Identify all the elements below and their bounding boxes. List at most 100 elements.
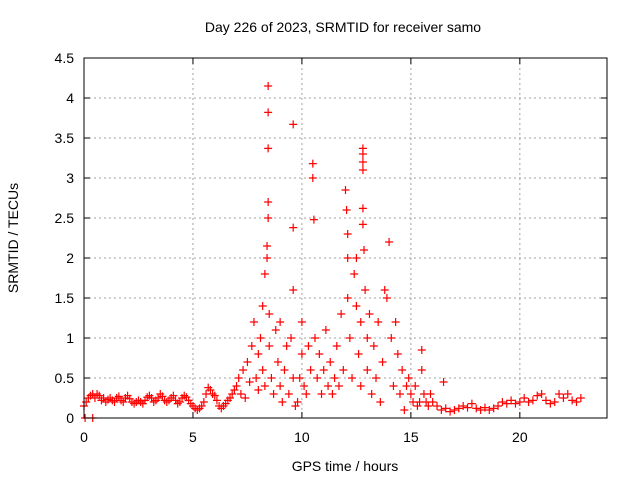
- data-point: [280, 366, 289, 374]
- data-point: [306, 366, 315, 374]
- data-point: [376, 398, 385, 406]
- data-point: [352, 302, 361, 310]
- data-point: [378, 358, 387, 366]
- data-point: [576, 394, 585, 402]
- data-point: [433, 402, 442, 410]
- data-point: [264, 108, 273, 117]
- data-point: [507, 396, 516, 405]
- data-point: [265, 342, 274, 350]
- data-point: [278, 398, 287, 406]
- data-point: [95, 391, 104, 400]
- data-point: [555, 390, 564, 398]
- data-point: [289, 223, 298, 232]
- y-tick-label: 0: [66, 410, 74, 426]
- data-point: [212, 396, 221, 405]
- data-point: [450, 406, 459, 414]
- data-point: [400, 406, 409, 414]
- data-point: [365, 310, 374, 318]
- data-point: [264, 214, 273, 222]
- data-point: [136, 398, 145, 406]
- y-tick-label: 0.5: [55, 370, 75, 386]
- data-point: [572, 398, 581, 406]
- data-point: [317, 390, 326, 398]
- data-point: [398, 366, 407, 374]
- data-point: [541, 396, 550, 405]
- y-tick-label: 3: [66, 170, 74, 186]
- data-point: [258, 302, 267, 310]
- data-point: [260, 270, 269, 278]
- data-point: [537, 390, 546, 398]
- data-point: [82, 398, 91, 406]
- data-point: [241, 394, 250, 402]
- data-point: [363, 334, 372, 342]
- x-tick-label: 20: [512, 429, 528, 445]
- data-point: [269, 390, 278, 398]
- data-point: [330, 374, 339, 382]
- data-point: [175, 398, 184, 406]
- data-point: [439, 378, 448, 386]
- data-point: [263, 254, 272, 262]
- data-point: [358, 158, 367, 166]
- data-point: [239, 366, 248, 374]
- data-point: [256, 334, 265, 342]
- data-point: [446, 407, 455, 416]
- y-tick-label: 4.5: [55, 50, 75, 66]
- y-tick-label: 1: [66, 330, 74, 346]
- data-point: [343, 254, 352, 262]
- grid: [84, 58, 607, 418]
- data-point: [260, 382, 269, 390]
- data-point: [293, 398, 302, 406]
- data-point: [234, 374, 243, 382]
- data-point: [356, 382, 365, 390]
- data-point: [404, 374, 413, 382]
- data-point: [328, 390, 337, 398]
- data-point: [210, 391, 219, 400]
- data-point: [332, 342, 341, 350]
- data-point: [411, 382, 420, 390]
- data-point: [254, 350, 263, 358]
- data-point: [302, 390, 311, 398]
- data-point: [114, 392, 123, 401]
- data-point: [300, 382, 309, 390]
- data-point: [258, 366, 267, 374]
- data-point: [228, 390, 237, 398]
- data-point: [426, 390, 435, 398]
- data-point: [342, 206, 351, 214]
- data-point: [358, 220, 367, 229]
- data-point: [309, 215, 318, 224]
- data-point: [502, 399, 511, 408]
- data-point: [385, 238, 394, 246]
- data-point: [162, 398, 171, 406]
- data-point: [249, 318, 258, 326]
- data-point: [199, 398, 208, 406]
- data-point: [264, 82, 273, 90]
- data-point: [308, 159, 317, 168]
- x-tick-label: 15: [403, 429, 419, 445]
- data-point: [380, 286, 389, 294]
- data-point: [363, 366, 372, 374]
- data-point: [348, 374, 357, 382]
- data-point: [528, 396, 537, 405]
- y-tick-label: 2: [66, 250, 74, 266]
- data-point: [369, 342, 378, 350]
- data-point: [263, 242, 272, 250]
- data-point: [295, 374, 304, 382]
- data-point: [494, 402, 503, 410]
- data-point: [326, 358, 335, 366]
- data-point: [247, 342, 256, 350]
- data-point: [480, 403, 489, 412]
- data-point: [417, 366, 426, 374]
- data-point: [546, 399, 555, 408]
- data-point: [476, 406, 485, 414]
- y-tick-label: 4: [66, 90, 74, 106]
- data-point: [358, 150, 367, 158]
- data-point: [265, 310, 274, 318]
- data-point: [341, 186, 350, 194]
- data-point: [428, 398, 437, 406]
- data-point: [387, 334, 396, 342]
- data-point: [413, 402, 422, 410]
- data-point: [485, 406, 494, 414]
- data-point: [360, 246, 369, 254]
- data-point: [352, 254, 361, 262]
- data-point: [391, 318, 400, 326]
